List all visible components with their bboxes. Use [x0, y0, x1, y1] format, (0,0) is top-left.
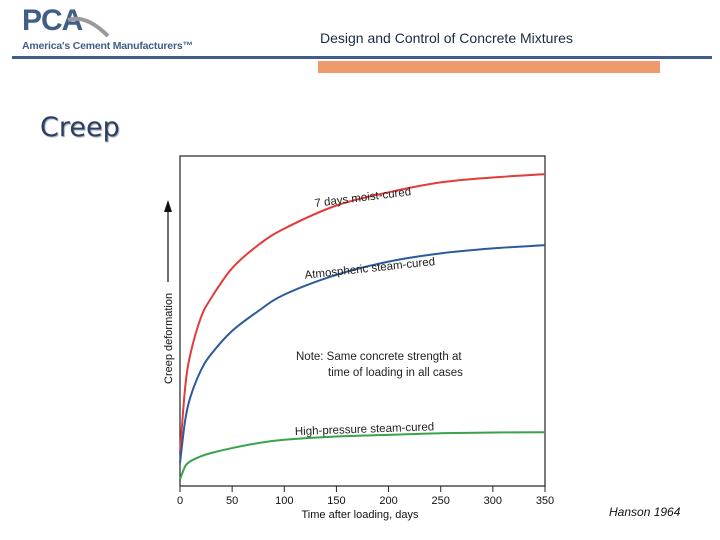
x-tick-label: 100 — [275, 495, 293, 507]
x-tick-label: 150 — [327, 495, 345, 507]
header-title: Design and Control of Concrete Mixtures — [320, 30, 573, 46]
x-tick-label: 350 — [536, 495, 554, 507]
chart-note-line-1: Note: Same concrete strength at — [296, 351, 462, 363]
series-line — [179, 431, 546, 480]
series-layer — [179, 173, 546, 480]
x-axis: 0 50 100 150 200 250 300 350 — [177, 486, 554, 507]
series-line — [179, 244, 546, 464]
series-line — [179, 173, 546, 454]
x-tick-label: 200 — [379, 495, 397, 507]
logo-subtitle: America's Cement Manufacturers™ — [22, 40, 193, 52]
plot-frame — [179, 155, 546, 487]
x-axis-label: Time after loading, days — [302, 509, 419, 521]
pca-logo: PCA America's Cement Manufacturers™ — [22, 4, 193, 56]
x-tick-label: 50 — [226, 495, 238, 507]
y-axis-arrowhead — [164, 200, 172, 212]
header-accent-bar — [318, 61, 660, 73]
chart-note-line-2: time of loading in all cases — [328, 367, 463, 379]
series-label: High-pressure steam-cured — [295, 421, 435, 438]
header-rule — [12, 56, 712, 59]
citation: Hanson 1964 — [609, 505, 681, 519]
creep-chart: 0 50 100 150 200 250 300 350 7 days moist-cured… — [163, 155, 554, 521]
x-tick-label: 250 — [432, 495, 450, 507]
x-tick-label: 300 — [484, 495, 502, 507]
x-tick-label: 0 — [177, 495, 183, 507]
y-axis-label: Creep deformation — [163, 293, 175, 384]
logo-swoosh-icon — [67, 16, 110, 38]
slide-title: Creep — [40, 112, 120, 143]
